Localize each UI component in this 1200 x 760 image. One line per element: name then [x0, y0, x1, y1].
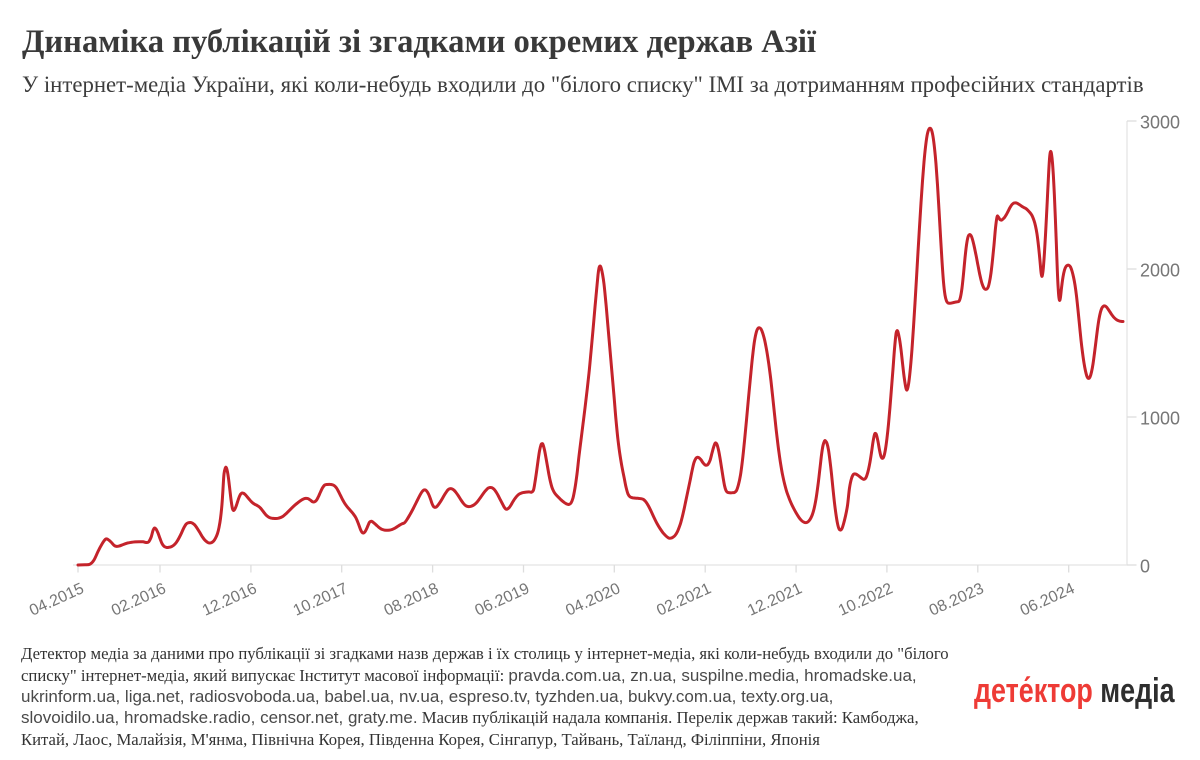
svg-text:06.2024: 06.2024	[1018, 580, 1078, 619]
svg-text:02.2016: 02.2016	[109, 580, 169, 619]
svg-text:0: 0	[1140, 556, 1150, 576]
svg-text:3000: 3000	[1140, 112, 1180, 132]
svg-text:1000: 1000	[1140, 408, 1180, 428]
svg-text:10.2017: 10.2017	[291, 580, 351, 619]
svg-text:06.2019: 06.2019	[472, 580, 532, 619]
svg-text:02.2021: 02.2021	[654, 580, 714, 619]
svg-text:2000: 2000	[1140, 260, 1180, 280]
svg-text:12.2021: 12.2021	[745, 580, 805, 619]
svg-text:04.2020: 04.2020	[563, 580, 623, 619]
svg-text:10.2022: 10.2022	[836, 580, 896, 619]
svg-text:12.2016: 12.2016	[200, 580, 260, 619]
svg-text:08.2018: 08.2018	[382, 580, 442, 619]
svg-text:04.2015: 04.2015	[27, 580, 87, 619]
svg-text:08.2023: 08.2023	[927, 580, 987, 619]
